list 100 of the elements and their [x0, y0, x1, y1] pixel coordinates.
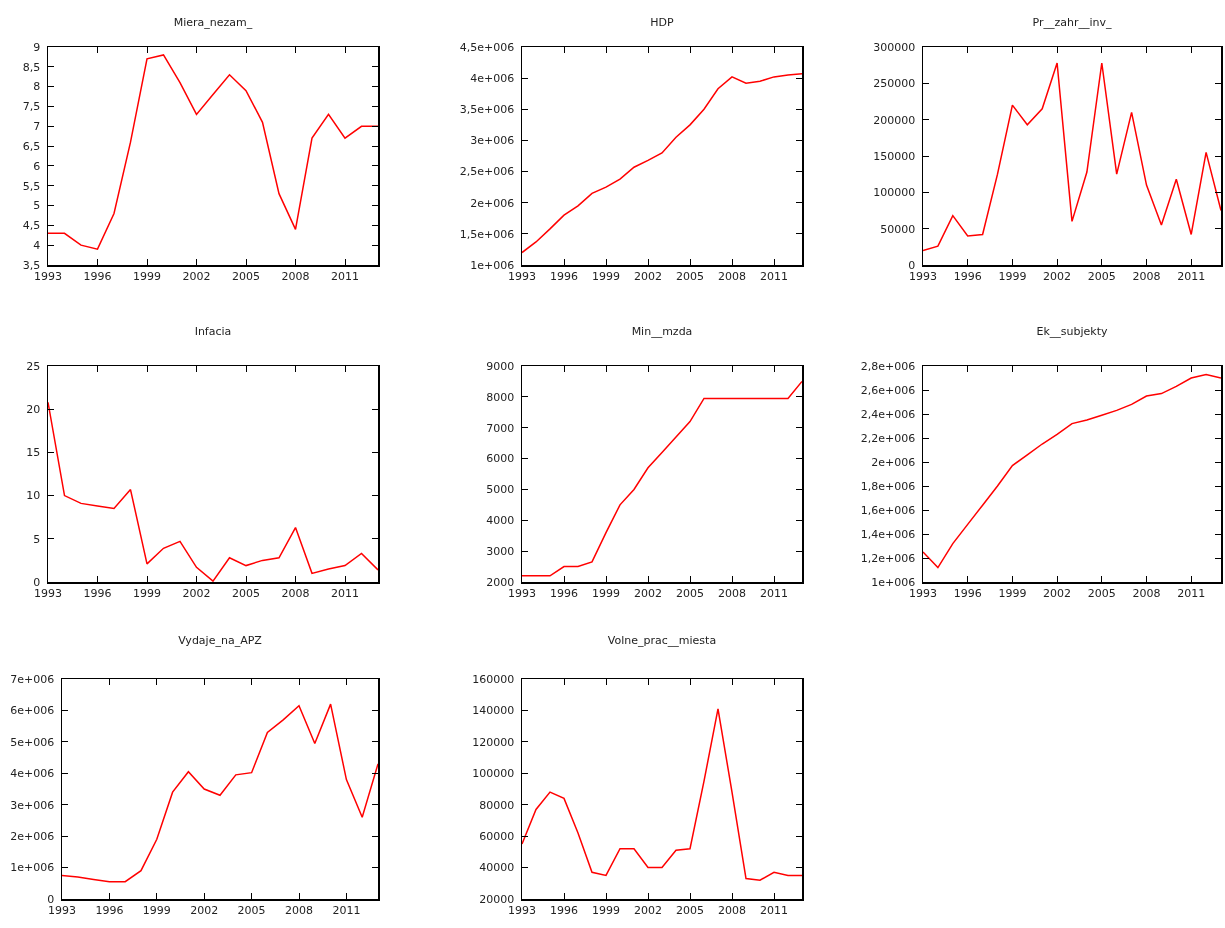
y-tick-label: 0: [47, 892, 55, 906]
x-tick-label: 1993: [508, 903, 536, 917]
chart-title: Volne_prac__miesta: [607, 633, 717, 647]
y-tick-label: 4,5: [22, 219, 41, 233]
y-tick-label: 6: [33, 159, 41, 173]
y-tick-label: 4000: [486, 514, 515, 528]
x-tick-label: 1993: [909, 269, 937, 283]
x-tick-label: 2005: [1087, 586, 1116, 600]
y-tick-label: 5000: [486, 483, 515, 497]
y-tick-label: 3000: [486, 544, 515, 558]
y-tick-label: 0: [33, 575, 41, 589]
x-tick-label: 2002: [182, 269, 211, 283]
y-tick-label: 250000: [873, 77, 916, 91]
x-tick-label: 2008: [718, 269, 746, 283]
x-tick-label: 2011: [1177, 586, 1206, 600]
y-tick-label: 20: [26, 403, 41, 417]
y-tick-label: 6000: [486, 452, 515, 466]
y-tick-label: 2,2e+006: [860, 431, 916, 445]
line-series: [522, 380, 802, 577]
chart-title: Ek__subjekty: [1036, 324, 1108, 338]
x-tick-label: 2008: [718, 586, 746, 600]
chart-title: Min__mzda: [631, 324, 693, 338]
line-series: [62, 703, 378, 883]
x-tick-label: 2005: [232, 586, 260, 600]
y-tick-label: 9: [33, 40, 41, 54]
x-tick-label: 2011: [331, 269, 359, 283]
x-tick-label: 2011: [760, 586, 788, 600]
chart-title: Infacia: [194, 324, 232, 338]
y-tick-label: 5: [33, 532, 41, 546]
y-tick-label: 4e+006: [10, 767, 55, 781]
chart-title: Vydaje_na_APZ: [178, 633, 263, 647]
y-tick-label: 3e+006: [470, 134, 515, 148]
y-tick-label: 8000: [486, 390, 515, 404]
x-tick-label: 2002: [634, 903, 662, 917]
x-tick-label: 2011: [760, 269, 788, 283]
x-tick-label: 2002: [190, 903, 219, 917]
y-tick-label: 25: [26, 359, 41, 373]
x-tick-label: 2005: [1087, 269, 1116, 283]
x-tick-label: 2005: [676, 903, 704, 917]
x-tick-label: 2008: [285, 903, 313, 917]
y-tick-label: 4: [33, 239, 41, 253]
x-tick-label: 2002: [182, 586, 211, 600]
y-tick-label: 1,2e+006: [860, 551, 916, 565]
x-tick-label: 2008: [1132, 269, 1161, 283]
x-tick-label: 1999: [998, 586, 1027, 600]
x-tick-label: 1993: [48, 903, 76, 917]
x-tick-label: 2011: [332, 903, 361, 917]
y-tick-label: 40000: [479, 861, 515, 875]
x-tick-label: 1996: [953, 586, 982, 600]
y-tick-label: 6,5: [22, 139, 41, 153]
y-tick-label: 2,8e+006: [860, 359, 916, 373]
x-tick-label: 1993: [508, 586, 536, 600]
x-tick-label: 1993: [34, 586, 62, 600]
x-tick-label: 1996: [550, 903, 578, 917]
y-tick-label: 9000: [486, 359, 515, 373]
x-tick-label: 1996: [83, 269, 112, 283]
x-tick-label: 1996: [83, 586, 112, 600]
y-tick-label: 2000: [486, 575, 515, 589]
line-series: [923, 373, 1221, 569]
x-tick-label: 2008: [1132, 586, 1161, 600]
y-tick-label: 1,4e+006: [860, 527, 916, 541]
y-tick-label: 8,5: [22, 60, 41, 74]
x-tick-label: 2002: [1043, 269, 1072, 283]
x-tick-label: 1999: [592, 269, 620, 283]
chart-title: Miera_nezam_: [173, 15, 253, 29]
y-tick-label: 140000: [472, 704, 515, 718]
y-tick-label: 50000: [880, 222, 916, 236]
x-tick-label: 2005: [232, 269, 260, 283]
x-tick-label: 2002: [634, 269, 662, 283]
x-tick-label: 2005: [676, 269, 704, 283]
line-series: [923, 62, 1221, 252]
chart-title: HDP: [650, 15, 675, 29]
line-series: [48, 401, 378, 582]
y-tick-label: 2e+006: [871, 455, 916, 469]
y-tick-label: 7: [33, 120, 41, 134]
y-tick-label: 150000: [873, 149, 916, 163]
y-tick-label: 80000: [479, 798, 515, 812]
y-tick-label: 2e+006: [470, 196, 515, 210]
y-tick-label: 1,8e+006: [860, 479, 916, 493]
y-tick-label: 200000: [873, 113, 916, 127]
x-tick-label: 1996: [95, 903, 124, 917]
x-tick-label: 1999: [998, 269, 1027, 283]
x-tick-label: 1993: [34, 269, 62, 283]
x-tick-label: 2002: [634, 586, 662, 600]
x-tick-label: 1996: [550, 586, 578, 600]
x-tick-label: 1999: [133, 586, 161, 600]
y-tick-label: 2e+006: [10, 829, 55, 843]
y-tick-label: 5,5: [22, 179, 41, 193]
y-tick-label: 100000: [472, 767, 515, 781]
y-tick-label: 2,6e+006: [860, 383, 916, 397]
y-tick-label: 100000: [873, 186, 916, 200]
x-tick-label: 2008: [281, 269, 310, 283]
y-tick-label: 7,5: [22, 100, 41, 114]
y-tick-label: 160000: [472, 672, 515, 686]
y-tick-label: 20000: [479, 892, 515, 906]
x-tick-label: 2005: [676, 586, 704, 600]
y-tick-label: 10: [26, 489, 41, 503]
y-tick-label: 5e+006: [10, 735, 55, 749]
x-tick-label: 1993: [508, 269, 536, 283]
y-tick-label: 1e+006: [871, 575, 916, 589]
